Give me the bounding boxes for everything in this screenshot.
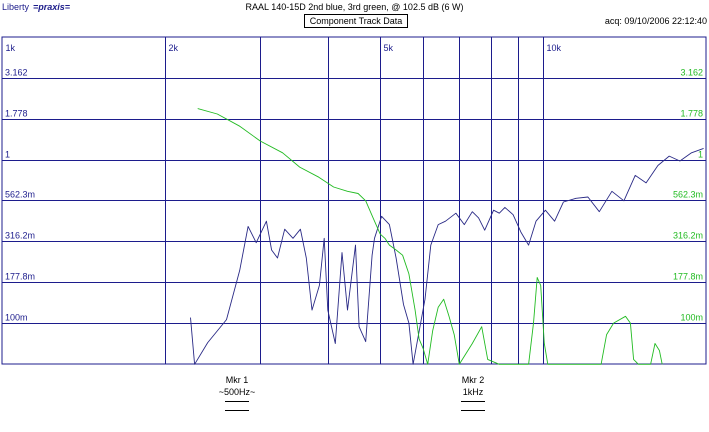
y-tick-labels-left: 3.162 1.778 1 562.3m 316.2m 177.8m 100m (5, 68, 35, 323)
marker-2-rule-lower (461, 410, 485, 411)
y-tick-label-right: 562.3m (673, 190, 703, 200)
chart-title: RAAL 140-15D 2nd blue, 3rd green, @ 102.… (245, 2, 464, 12)
y-tick-label-left: 1 (5, 150, 10, 160)
y-tick-label-right: 316.2m (673, 231, 703, 241)
marker-2-name: Mkr 2 (461, 375, 485, 385)
y-tick-label-left: 562.3m (5, 190, 35, 200)
y-tick-label-right: 100m (680, 313, 703, 323)
x-tick-labels: 1k 2k 5k 10k (6, 43, 562, 53)
marker-1-rule-lower (225, 410, 249, 411)
grid-lines (2, 37, 706, 364)
x-tick-label: 10k (547, 43, 562, 53)
y-tick-label-right: 1.778 (680, 109, 703, 119)
y-tick-label-right: 177.8m (673, 272, 703, 282)
brand-logo: Liberty =praxis= (2, 2, 70, 13)
acquisition-timestamp: acq: 09/10/2006 22:12:40 (604, 16, 707, 26)
x-tick-label: 1k (6, 43, 16, 53)
marker-2-value: 1kHz (462, 387, 484, 397)
y-tick-label-left: 100m (5, 313, 28, 323)
x-tick-label: 5k (384, 43, 394, 53)
marker-1[interactable]: Mkr 1 ~500Hz~ (197, 374, 277, 411)
blue-trace (190, 147, 704, 365)
green-trace (197, 108, 663, 365)
y-tick-label-left: 316.2m (5, 231, 35, 241)
marker-1-value: ~500Hz~ (218, 387, 256, 397)
marker-2[interactable]: Mkr 2 1kHz (433, 374, 513, 411)
y-tick-label-left: 1.778 (5, 109, 28, 119)
y-tick-label-right: 1 (698, 150, 703, 160)
component-track-data-button[interactable]: Component Track Data (304, 14, 408, 28)
y-tick-label-left: 177.8m (5, 272, 35, 282)
series-group (190, 108, 704, 365)
y-tick-label-left: 3.162 (5, 68, 28, 78)
marker-1-rule (225, 401, 249, 402)
marker-1-name: Mkr 1 (225, 375, 249, 385)
y-tick-labels-right: 3.162 1.778 1 562.3m 316.2m 177.8m 100m (673, 68, 703, 323)
x-tick-label: 2k (169, 43, 179, 53)
y-tick-label-right: 3.162 (680, 68, 703, 78)
praxis-logo: =praxis= (33, 2, 71, 12)
brand-name: Liberty (2, 2, 30, 12)
marker-2-rule (461, 401, 485, 402)
